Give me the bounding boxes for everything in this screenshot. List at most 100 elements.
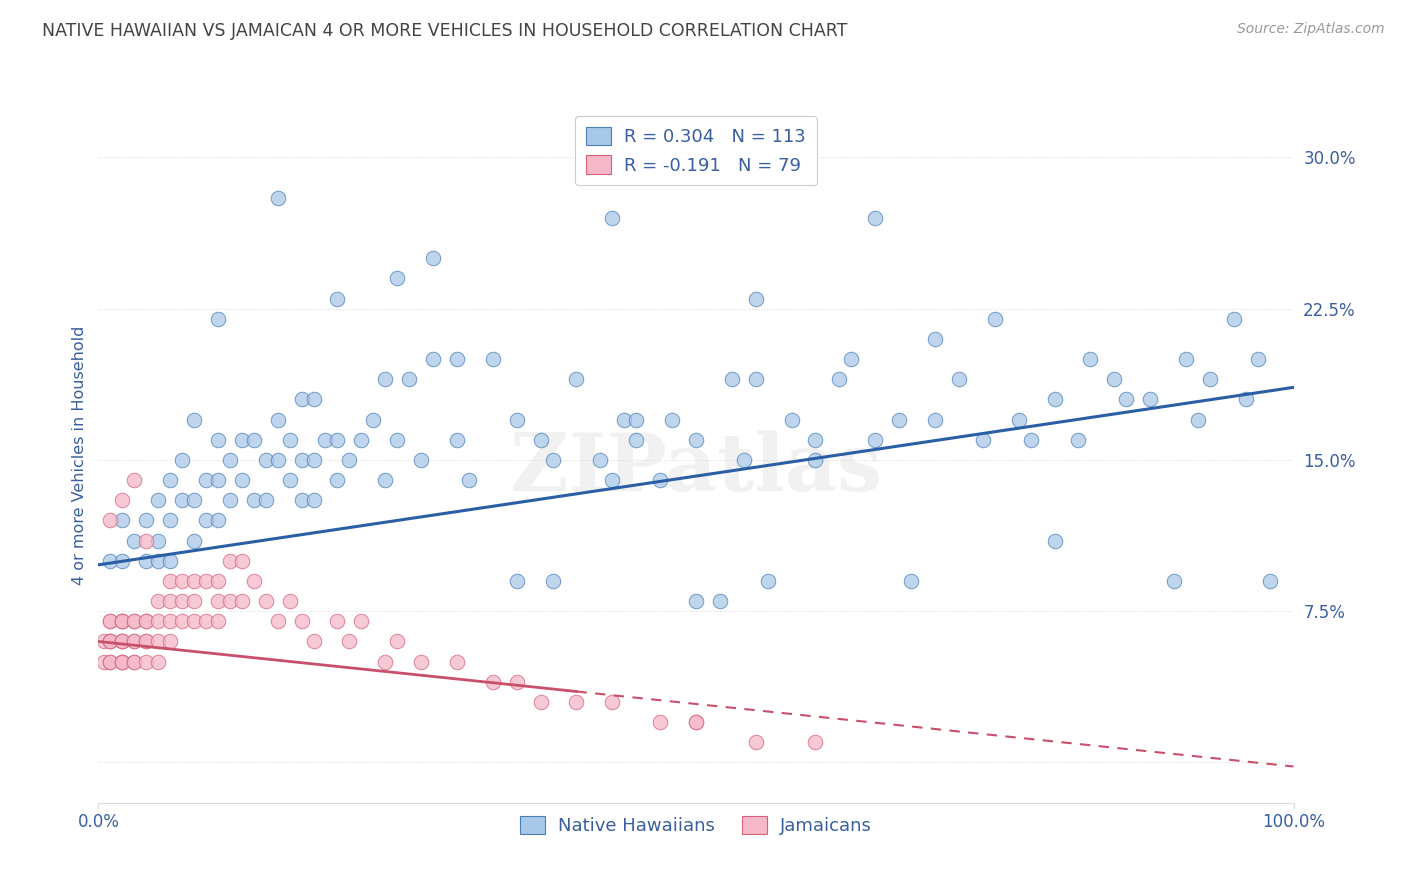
Point <box>828 372 851 386</box>
Point <box>111 634 134 648</box>
Point <box>98 554 122 568</box>
Point <box>1008 412 1031 426</box>
Point <box>709 594 731 608</box>
Point <box>231 554 253 568</box>
Point <box>111 493 134 508</box>
Point <box>685 715 707 730</box>
Point <box>446 655 468 669</box>
Point <box>278 473 301 487</box>
Point <box>93 655 115 669</box>
Point <box>243 493 266 508</box>
Point <box>159 615 181 629</box>
Point <box>98 615 122 629</box>
Point <box>541 453 564 467</box>
Point <box>183 533 205 548</box>
Point <box>602 695 624 709</box>
Point <box>291 392 314 407</box>
Point <box>172 594 194 608</box>
Text: NATIVE HAWAIIAN VS JAMAICAN 4 OR MORE VEHICLES IN HOUSEHOLD CORRELATION CHART: NATIVE HAWAIIAN VS JAMAICAN 4 OR MORE VE… <box>42 22 848 40</box>
Point <box>254 594 277 608</box>
Point <box>1115 392 1137 407</box>
Point <box>267 453 290 467</box>
Point <box>172 493 194 508</box>
Point <box>183 412 205 426</box>
Point <box>565 695 588 709</box>
Point <box>374 655 396 669</box>
Point <box>565 372 588 386</box>
Point <box>207 311 229 326</box>
Point <box>446 433 468 447</box>
Point <box>398 372 420 386</box>
Point <box>159 594 181 608</box>
Point <box>111 554 134 568</box>
Point <box>350 615 373 629</box>
Point <box>685 715 707 730</box>
Point <box>602 473 624 487</box>
Y-axis label: 4 or more Vehicles in Household: 4 or more Vehicles in Household <box>72 326 87 584</box>
Point <box>98 634 122 648</box>
Point <box>422 352 444 367</box>
Point <box>326 292 349 306</box>
Point <box>124 615 146 629</box>
Point <box>1223 311 1246 326</box>
Point <box>804 433 827 447</box>
Point <box>481 352 505 367</box>
Legend: Native Hawaiians, Jamaicans: Native Hawaiians, Jamaicans <box>513 809 879 842</box>
Point <box>1043 533 1066 548</box>
Point <box>363 412 385 426</box>
Point <box>135 554 157 568</box>
Point <box>243 574 266 588</box>
Point <box>530 433 553 447</box>
Point <box>98 513 122 527</box>
Point <box>745 292 768 306</box>
Point <box>972 433 994 447</box>
Point <box>207 615 229 629</box>
Point <box>207 473 229 487</box>
Point <box>1080 352 1102 367</box>
Point <box>1247 352 1270 367</box>
Point <box>685 433 707 447</box>
Point <box>124 533 146 548</box>
Point <box>111 655 134 669</box>
Point <box>254 453 277 467</box>
Point <box>780 412 803 426</box>
Point <box>254 493 277 508</box>
Point <box>685 594 707 608</box>
Point <box>195 615 218 629</box>
Point <box>124 655 146 669</box>
Point <box>291 615 314 629</box>
Point <box>889 412 911 426</box>
Point <box>148 615 170 629</box>
Point <box>422 252 444 266</box>
Point <box>481 674 505 689</box>
Point <box>148 594 170 608</box>
Point <box>589 453 612 467</box>
Point <box>530 695 553 709</box>
Point <box>135 634 157 648</box>
Point <box>267 615 290 629</box>
Point <box>326 473 349 487</box>
Point <box>219 594 242 608</box>
Point <box>207 574 229 588</box>
Point <box>626 412 648 426</box>
Point <box>458 473 481 487</box>
Point <box>721 372 744 386</box>
Point <box>183 574 205 588</box>
Point <box>385 634 409 648</box>
Point <box>98 655 122 669</box>
Point <box>98 615 122 629</box>
Point <box>326 433 349 447</box>
Point <box>135 615 157 629</box>
Point <box>302 453 325 467</box>
Point <box>506 674 529 689</box>
Point <box>865 211 887 225</box>
Point <box>1199 372 1222 386</box>
Point <box>1019 433 1042 447</box>
Point <box>350 433 373 447</box>
Point <box>745 372 768 386</box>
Point <box>291 453 314 467</box>
Text: Source: ZipAtlas.com: Source: ZipAtlas.com <box>1237 22 1385 37</box>
Point <box>183 615 205 629</box>
Point <box>1139 392 1161 407</box>
Point <box>111 634 134 648</box>
